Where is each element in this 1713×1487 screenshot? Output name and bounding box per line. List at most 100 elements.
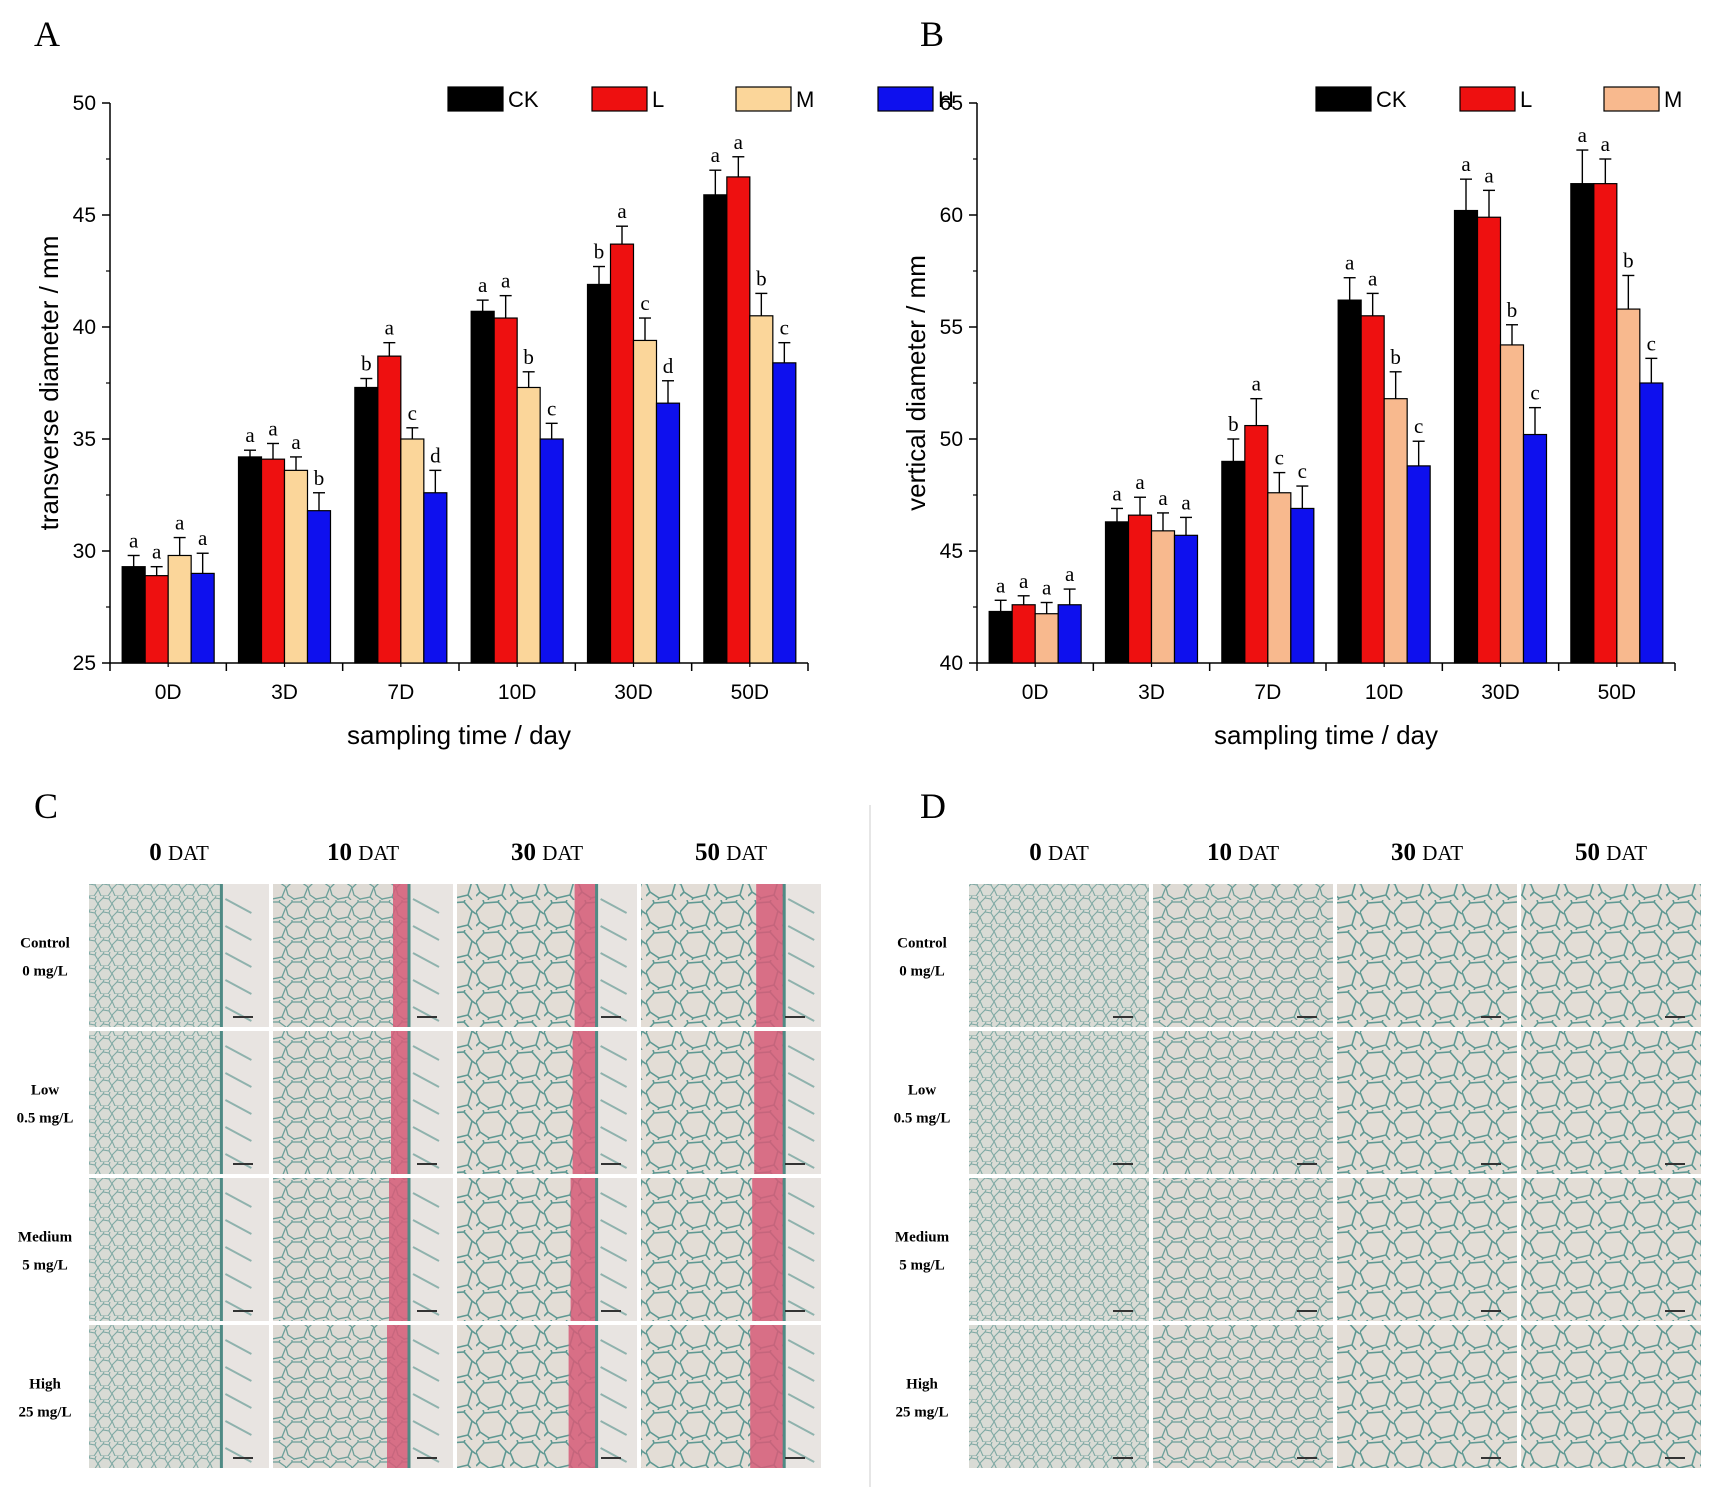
column-header-unit: DAT [726, 841, 767, 865]
exterior-region [596, 884, 637, 1027]
trichome [600, 898, 628, 914]
micrograph-image [1521, 1031, 1701, 1174]
row-label-name: Control [20, 936, 70, 952]
trichome [787, 1246, 815, 1262]
significance-letter: a [175, 511, 185, 535]
trichome [600, 1300, 628, 1316]
row-label-dose: 0.5 mg/L [894, 1111, 951, 1127]
x-tick-label: 7D [387, 681, 414, 704]
trichome [224, 1072, 252, 1088]
panel-letter-b: B [920, 14, 944, 54]
trichome [600, 1246, 628, 1262]
bar-h [1173, 534, 1199, 664]
significance-letter: a [1042, 576, 1052, 600]
row-label-name: Medium [18, 1230, 73, 1246]
trichome [224, 1099, 252, 1115]
tissue-region [1153, 884, 1333, 1027]
trichome [412, 1366, 440, 1382]
micrograph-image [273, 1325, 453, 1468]
y-tick-label: 60 [940, 204, 963, 227]
y-tick-label: 40 [73, 316, 96, 339]
trichome [224, 1447, 252, 1463]
tissue-region [1521, 1178, 1701, 1321]
micrograph-image [1153, 884, 1333, 1027]
lignin-band [387, 1325, 409, 1468]
trichome [787, 1339, 815, 1355]
bar-h [1406, 465, 1431, 664]
significance-letter: a [1252, 372, 1262, 396]
column-header-number: 30 [1391, 839, 1422, 866]
x-tick-label: 30D [1481, 681, 1520, 704]
significance-letter: a [1158, 486, 1168, 510]
y-axis-label: transverse diameter / mm [34, 236, 64, 531]
bar-l [493, 317, 518, 664]
column-header-number: 10 [327, 839, 358, 866]
bar-ck [1221, 460, 1246, 664]
micrograph-image [969, 1178, 1149, 1321]
significance-letter: b [523, 345, 534, 369]
significance-letter: b [1228, 412, 1239, 436]
significance-letter: c [1414, 414, 1423, 438]
bar-m [1034, 613, 1059, 664]
bar-ck [1337, 299, 1362, 664]
trichome [224, 1273, 252, 1289]
tissue-region [1337, 1031, 1517, 1174]
bar-ck [237, 456, 263, 664]
tissue-region [1337, 1325, 1517, 1468]
legend-label-ck: CK [508, 87, 539, 112]
micrograph-image [273, 884, 453, 1027]
trichome [600, 1393, 628, 1409]
legend-label-l: L [652, 87, 664, 112]
trichome [412, 1219, 440, 1235]
trichome [412, 1126, 440, 1142]
column-header: 0 DAT [149, 839, 209, 866]
significance-letter: b [314, 466, 325, 490]
significance-letter: c [547, 396, 556, 420]
bar-l [726, 176, 751, 664]
legend-swatch-ck [447, 86, 504, 112]
micrograph-image [641, 1031, 821, 1174]
lignin-band [393, 884, 409, 1027]
bar-h [1290, 507, 1315, 664]
bar-m [283, 469, 309, 664]
bar-h [1057, 604, 1082, 664]
legend-swatch-m [735, 86, 792, 112]
bar-ck [470, 310, 495, 664]
x-tick-label: 3D [1138, 681, 1165, 704]
column-header: 10 DAT [327, 839, 399, 866]
lignin-band [570, 1178, 597, 1321]
bar-l [1593, 183, 1618, 664]
trichome [224, 1153, 252, 1169]
micrograph-image [969, 884, 1149, 1027]
trichome [224, 925, 252, 941]
trichome [412, 1393, 440, 1409]
x-axis-label: sampling time / day [347, 720, 571, 750]
row-label-name: Control [897, 936, 947, 952]
trichome [787, 1099, 815, 1115]
micrograph-image [1521, 884, 1701, 1027]
trichome [412, 925, 440, 941]
significance-letter: a [1484, 163, 1494, 187]
row-label-dose: 25 mg/L [19, 1405, 72, 1421]
trichome [224, 1045, 252, 1061]
bar-l [1360, 315, 1385, 664]
trichome [224, 1126, 252, 1142]
significance-letter: a [1019, 569, 1029, 593]
trichome [412, 1420, 440, 1436]
micrograph-image [641, 884, 821, 1027]
trichome [787, 952, 815, 968]
column-header-unit: DAT [1422, 841, 1463, 865]
significance-letter: a [1065, 562, 1075, 586]
bar-ck [586, 283, 612, 664]
significance-letter: a [1368, 266, 1378, 290]
significance-letter: c [780, 316, 789, 340]
y-tick-label: 30 [73, 540, 96, 563]
bar-m [632, 339, 658, 664]
row-label-name: High [906, 1377, 938, 1393]
trichome [600, 1126, 628, 1142]
micrograph-image [1153, 1325, 1333, 1468]
trichome [787, 1126, 815, 1142]
exterior-region [596, 1325, 637, 1468]
micrograph-image [457, 884, 637, 1027]
tissue-region [969, 884, 1149, 1027]
